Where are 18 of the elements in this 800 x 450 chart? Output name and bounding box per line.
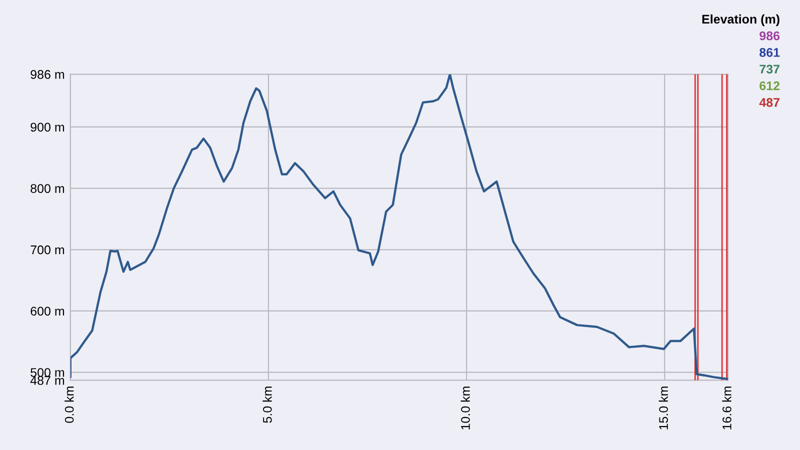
text: 612 bbox=[760, 81, 780, 90]
y-tick-label: 986 m bbox=[30, 70, 64, 79]
y-tick-label: 900 m bbox=[30, 122, 64, 132]
text: 487 bbox=[759, 98, 780, 107]
y-tick-label: 800 m bbox=[30, 184, 64, 193]
text: 737 bbox=[760, 64, 780, 74]
x-tick-label: 10.0 km bbox=[460, 386, 470, 430]
y-tick-label: 500 m bbox=[30, 368, 64, 377]
x-tick-label: 5.0 km bbox=[262, 386, 272, 423]
text: Elevation (m) bbox=[702, 14, 780, 26]
x-tick-label: 15.0 km bbox=[658, 386, 668, 430]
text: 861 bbox=[760, 48, 780, 57]
y-tick-label: 700 m bbox=[30, 245, 64, 254]
line-series bbox=[70, 74, 728, 380]
x-tick-label: 16.6 km bbox=[722, 386, 732, 430]
x-tick-label: 0.0 km bbox=[64, 386, 74, 423]
y-tick-label: 600 m bbox=[30, 306, 64, 316]
text: 986 bbox=[760, 31, 780, 40]
